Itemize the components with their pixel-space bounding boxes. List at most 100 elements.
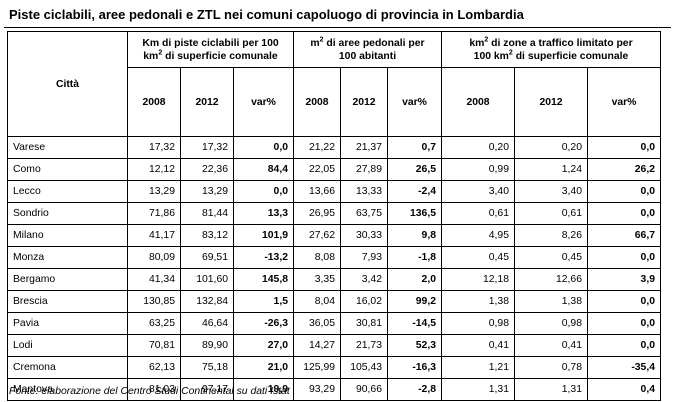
cell-value: 8,26 <box>514 224 588 247</box>
cell-value: 93,29 <box>293 378 341 401</box>
cell-value: 105,43 <box>340 356 388 379</box>
cell-var: 0,0 <box>587 246 661 269</box>
cell-var: 0,0 <box>587 180 661 203</box>
cell-var: 9,8 <box>387 224 442 247</box>
header-var: var% <box>587 67 661 137</box>
cell-var: 0,0 <box>587 334 661 357</box>
cell-var: 0,0 <box>587 136 661 159</box>
cell-city: Sondrio <box>7 202 128 225</box>
cell-value: 3,42 <box>340 268 388 291</box>
cell-var: 21,0 <box>233 356 294 379</box>
page-title: Piste ciclabili, aree pedonali e ZTL nei… <box>9 7 524 22</box>
header-2012: 2012 <box>514 67 588 137</box>
cell-var: 0,0 <box>587 202 661 225</box>
cell-value: 0,98 <box>441 312 515 335</box>
cell-var: -16,3 <box>387 356 442 379</box>
cell-var: 0,0 <box>233 136 294 159</box>
cell-city: Monza <box>7 246 128 269</box>
table-row: Milano 41,17 83,12 101,9 27,62 30,33 9,8 4,95 8,… <box>7 224 661 247</box>
header-group-pedestrian-areas: m2 di aree pedonali per 100 abitanti <box>293 31 442 68</box>
data-table: Città Km di piste ciclabili per 100 km2 … <box>7 31 661 401</box>
cell-value: 12,12 <box>127 158 181 181</box>
cell-value: 8,08 <box>293 246 341 269</box>
cell-value: 30,33 <box>340 224 388 247</box>
cell-city: Milano <box>7 224 128 247</box>
cell-value: 0,45 <box>441 246 515 269</box>
cell-value: 0,99 <box>441 158 515 181</box>
header-group-bike-lanes: Km di piste ciclabili per 100 km2 di sup… <box>127 31 294 68</box>
cell-value: 13,29 <box>180 180 234 203</box>
cell-value: 0,61 <box>441 202 515 225</box>
cell-var: 0,0 <box>233 180 294 203</box>
cell-city: Como <box>7 158 128 181</box>
cell-value: 3,40 <box>441 180 515 203</box>
cell-var: 2,0 <box>387 268 442 291</box>
title-rule <box>4 27 671 28</box>
header-city: Città <box>7 31 128 137</box>
table-row: Sondrio 71,86 81,44 13,3 26,95 63,75 136,5 0,61… <box>7 202 661 225</box>
cell-var: 101,9 <box>233 224 294 247</box>
cell-value: 69,51 <box>180 246 234 269</box>
table-row: Pavia 63,25 46,64 -26,3 36,05 30,81 -14,5 0,98 0… <box>7 312 661 335</box>
table-row: Lodi 70,81 89,90 27,0 14,27 21,73 52,3 0,41 0,41… <box>7 334 661 357</box>
cell-value: 63,75 <box>340 202 388 225</box>
cell-value: 97,17 <box>180 378 234 401</box>
cell-value: 13,33 <box>340 180 388 203</box>
table-row: Varese 17,32 17,32 0,0 21,22 21,37 0,7 0,20 0,20… <box>7 136 661 159</box>
cell-value: 26,95 <box>293 202 341 225</box>
cell-value: 41,34 <box>127 268 181 291</box>
cell-value: 4,95 <box>441 224 515 247</box>
header-var: var% <box>387 67 442 137</box>
table-row: Como 12,12 22,36 84,4 22,05 27,89 26,5 0,99 1,24… <box>7 158 661 181</box>
table-row: Bergamo 41,34 101,60 145,8 3,35 3,42 2,0 12,18 1… <box>7 268 661 291</box>
cell-value: 80,09 <box>127 246 181 269</box>
header-2012: 2012 <box>340 67 388 137</box>
cell-var: -13,2 <box>233 246 294 269</box>
cell-value: 21,22 <box>293 136 341 159</box>
cell-value: 70,81 <box>127 334 181 357</box>
cell-value: 41,17 <box>127 224 181 247</box>
cell-var: 0,7 <box>387 136 442 159</box>
cell-value: 12,18 <box>441 268 515 291</box>
cell-city: Lecco <box>7 180 128 203</box>
cell-city: Cremona <box>7 356 128 379</box>
cell-var: 27,0 <box>233 334 294 357</box>
cell-city: Varese <box>7 136 128 159</box>
cell-var: -2,8 <box>387 378 442 401</box>
cell-var: 0,4 <box>587 378 661 401</box>
cell-value: 13,66 <box>293 180 341 203</box>
cell-value: 0,45 <box>514 246 588 269</box>
header-var: var% <box>233 67 294 137</box>
cell-value: 1,38 <box>514 290 588 313</box>
cell-value: 17,32 <box>127 136 181 159</box>
cell-value: 22,36 <box>180 158 234 181</box>
cell-var: -14,5 <box>387 312 442 335</box>
cell-value: 0,20 <box>441 136 515 159</box>
source-note: Fonte: elaborazione del Centro Studi Con… <box>9 386 290 397</box>
header-2008: 2008 <box>441 67 515 137</box>
cell-city: Pavia <box>7 312 128 335</box>
cell-var: 52,3 <box>387 334 442 357</box>
table-row: Lecco 13,29 13,29 0,0 13,66 13,33 -2,4 3,40 3,40… <box>7 180 661 203</box>
cell-value: 8,04 <box>293 290 341 313</box>
cell-value: 21,73 <box>340 334 388 357</box>
header-2008: 2008 <box>127 67 181 137</box>
cell-value: 1,24 <box>514 158 588 181</box>
cell-value: 0,41 <box>514 334 588 357</box>
cell-value: 14,27 <box>293 334 341 357</box>
cell-value: 63,25 <box>127 312 181 335</box>
cell-var: 26,5 <box>387 158 442 181</box>
cell-value: 130,85 <box>127 290 181 313</box>
cell-value: 13,29 <box>127 180 181 203</box>
table-row: Mantova 81,03 97,17 19,9 93,29 90,66 -2,8 1,31 1… <box>7 378 661 401</box>
cell-var: 3,9 <box>587 268 661 291</box>
header-2008: 2008 <box>293 67 341 137</box>
cell-value: 7,93 <box>340 246 388 269</box>
cell-value: 71,86 <box>127 202 181 225</box>
cell-var: 0,0 <box>587 290 661 313</box>
cell-value: 1,21 <box>441 356 515 379</box>
cell-city: Brescia <box>7 290 128 313</box>
table-row: Monza 80,09 69,51 -13,2 8,08 7,93 -1,8 0,45 0,45… <box>7 246 661 269</box>
cell-value: 12,66 <box>514 268 588 291</box>
cell-value: 17,32 <box>180 136 234 159</box>
